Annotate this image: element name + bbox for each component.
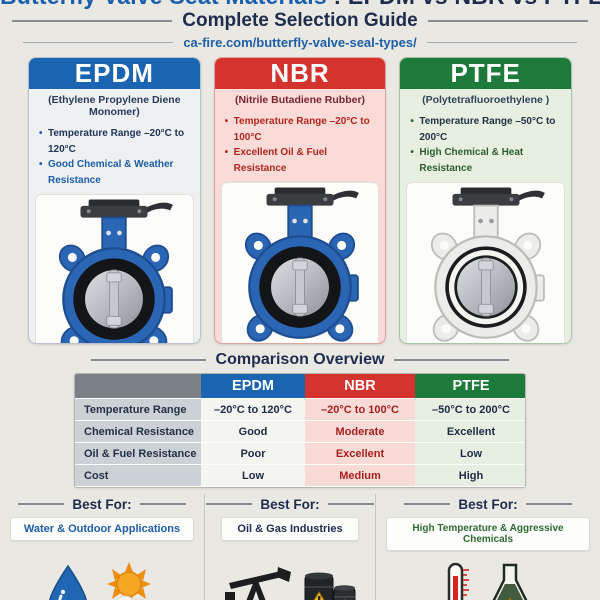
chemical-flask-icon xyxy=(492,563,528,600)
oil-barrels-icon xyxy=(304,572,356,600)
row-label: Oil & Fuel Resistance xyxy=(75,443,201,465)
card-epdm-title: EPDM xyxy=(29,58,200,89)
rule-right xyxy=(394,359,510,361)
card-epdm-valve-photo xyxy=(35,194,194,343)
thermometer-icon xyxy=(447,562,469,600)
best-for-heading: Best For: xyxy=(458,496,518,512)
page-title-part2: : EPDM vs NBR vs PTFE xyxy=(327,0,600,9)
card-nbr-subtitle: (Nitrile Butadiene Rubber) xyxy=(234,94,366,106)
bullet-item: Excellent Oil & Fuel Resistance xyxy=(225,145,380,176)
page-title: Butterfly Valve Seat Materials : EPDM vs… xyxy=(0,0,600,9)
rule-right xyxy=(427,20,588,22)
card-nbr-title: NBR xyxy=(214,58,386,89)
rule-right xyxy=(139,503,186,505)
cell-nbr: Moderate xyxy=(305,421,415,443)
best-for-section: Best For: Water & Outdoor Applications xyxy=(0,494,600,600)
cell-nbr: Medium xyxy=(305,465,415,487)
card-epdm: EPDM (Ethylene Propylene Diene Monomer) … xyxy=(28,57,201,344)
card-nbr: NBR (Nitrile Butadiene Rubber) Temperatu… xyxy=(213,57,387,344)
material-cards: EPDM (Ethylene Propylene Diene Monomer) … xyxy=(28,57,573,344)
best-for-heading: Best For: xyxy=(260,496,320,512)
rule-right xyxy=(426,41,577,44)
row-label: Temperature Range xyxy=(75,399,201,421)
sun-cloud-icon xyxy=(107,562,151,600)
comparison-heading: Comparison Overview xyxy=(215,351,385,368)
water-drop-icon xyxy=(49,564,87,600)
subtitle-row: Complete Selection Guide xyxy=(0,10,600,32)
card-epdm-bullets: Temperature Range –20°C to 120°C Good Ch… xyxy=(29,122,200,190)
rule-left xyxy=(23,41,174,44)
best-for-epdm-label: Water & Outdoor Applications xyxy=(10,517,194,541)
best-for-ptfe: Best For: High Temperature & Aggressive … xyxy=(376,494,600,600)
card-ptfe: PTFE (Polytetrafluoroethylene ) Temperat… xyxy=(399,57,573,344)
page-title-part1: Butterfly Valve Seat Materials xyxy=(0,0,327,9)
best-for-heading-row: Best For: xyxy=(0,494,204,514)
card-nbr-bullets: Temperature Range –20°C to 100°C Excelle… xyxy=(215,110,386,178)
bullet-item: Temperature Range –20°C to 100°C xyxy=(225,114,380,145)
cell-nbr: Excellent xyxy=(305,443,415,465)
bullet-item: Temperature Range –50°C to 200°C xyxy=(410,114,565,145)
cell-epdm: –20°C to 120°C xyxy=(201,399,305,421)
best-for-heading-row: Best For: xyxy=(205,494,375,514)
white-butterfly-valve-icon xyxy=(430,187,545,342)
rule-left xyxy=(404,503,451,505)
website-url: ca-fire.com/butterfly-valve-seal-types/ xyxy=(183,35,417,50)
rule-right xyxy=(525,503,572,505)
cell-ptfe: Low xyxy=(415,443,525,465)
cell-ptfe: Excellent xyxy=(415,421,525,443)
best-for-nbr-icons xyxy=(205,541,375,600)
bullet-item: High Chemical & Heat Resistance xyxy=(410,145,565,176)
cell-nbr: –20°C to 100°C xyxy=(305,399,415,421)
best-for-ptfe-label: High Temperature & Aggressive Chemicals xyxy=(386,517,590,551)
rule-left xyxy=(12,20,173,22)
best-for-nbr-label: Oil & Gas Industries xyxy=(221,517,359,541)
card-epdm-subtitle: (Ethylene Propylene Diene Monomer) xyxy=(48,94,181,118)
blue-butterfly-valve-icon xyxy=(244,187,359,342)
card-ptfe-subtitle: (Polytetrafluoroethylene ) xyxy=(422,94,550,106)
best-for-ptfe-icons xyxy=(376,551,600,600)
bullet-item: Good Chemical & Weather Resistance xyxy=(39,157,194,188)
card-ptfe-bullets: Temperature Range –50°C to 200°C High Ch… xyxy=(400,110,571,178)
row-label: Chemical Resistance xyxy=(75,421,201,443)
cell-epdm: Poor xyxy=(201,443,305,465)
card-ptfe-valve-photo xyxy=(406,182,566,343)
url-row: ca-fire.com/butterfly-valve-seal-types/ xyxy=(0,35,600,50)
row-label: Cost xyxy=(75,465,201,487)
cell-epdm: Low xyxy=(201,465,305,487)
rule-left xyxy=(206,503,253,505)
rule-left xyxy=(18,503,65,505)
card-ptfe-title: PTFE xyxy=(400,58,572,89)
cell-epdm: Good xyxy=(201,421,305,443)
blue-butterfly-valve-icon xyxy=(59,199,174,343)
best-for-heading-row: Best For: xyxy=(376,494,600,514)
best-for-heading: Best For: xyxy=(72,496,132,512)
best-for-epdm-icons xyxy=(0,541,204,600)
table-header-epdm: EPDM xyxy=(201,374,305,399)
oil-pump-icon xyxy=(225,567,291,600)
table-header-nbr: NBR xyxy=(305,374,415,399)
subtitle: Complete Selection Guide xyxy=(182,10,418,31)
rule-right xyxy=(327,503,374,505)
cell-ptfe: High xyxy=(415,465,525,487)
cell-ptfe: –50°C to 200°C xyxy=(415,399,525,421)
best-for-nbr: Best For: Oil & Gas Industries xyxy=(204,494,376,600)
table-header-ptfe: PTFE xyxy=(415,374,525,399)
rule-left xyxy=(90,359,206,361)
comparison-heading-row: Comparison Overview xyxy=(0,351,600,369)
best-for-epdm: Best For: Water & Outdoor Applications xyxy=(0,494,204,600)
comparison-table: EPDM NBR PTFE Temperature Range –20°C to… xyxy=(74,373,526,488)
bullet-item: Temperature Range –20°C to 120°C xyxy=(39,126,194,157)
table-corner-cell xyxy=(75,374,201,399)
card-nbr-valve-photo xyxy=(220,182,380,343)
